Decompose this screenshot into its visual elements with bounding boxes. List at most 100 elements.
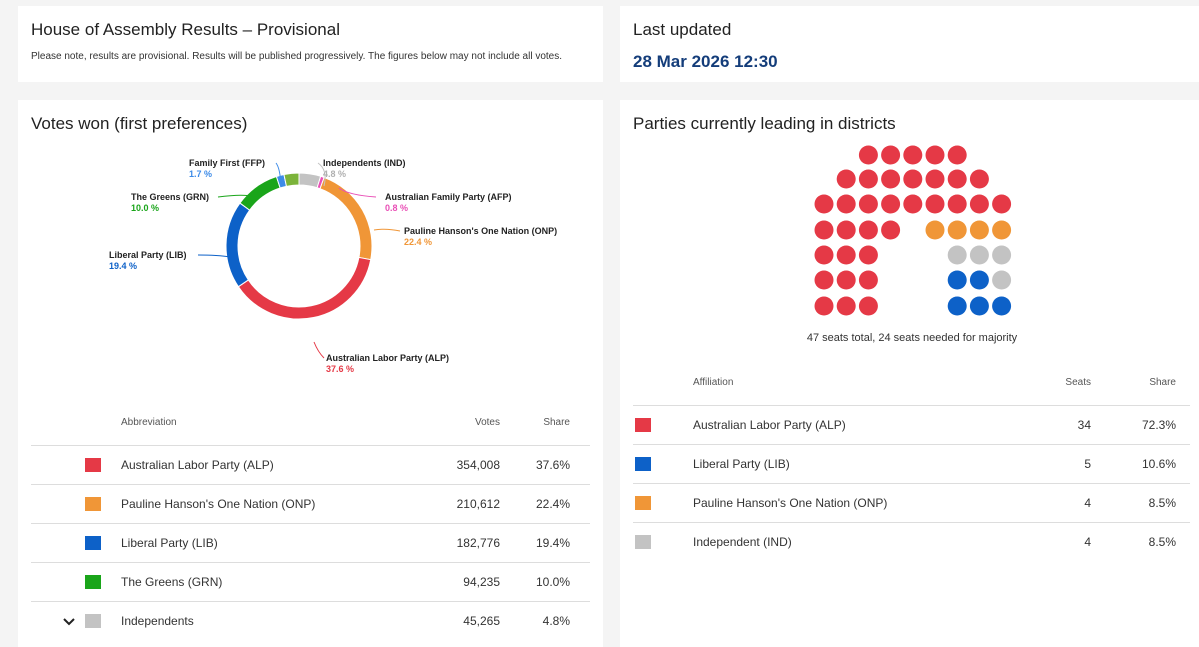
seat-dot — [925, 194, 945, 214]
party-votes: 182,776 — [411, 522, 500, 562]
results-header-card: House of Assembly Results – Provisional … — [18, 6, 603, 82]
donut-slice-other[interactable] — [283, 172, 300, 187]
table-row: Pauline Hanson's One Nation (ONP) 210,61… — [31, 483, 590, 523]
seat-dot — [814, 220, 834, 240]
seat-dot — [814, 245, 834, 265]
party-share: 22.4% — [500, 483, 590, 523]
last-updated-value: 28 Mar 2026 12:30 — [633, 52, 778, 71]
seat-dot — [947, 194, 967, 214]
party-seat-share: 72.3% — [1103, 404, 1190, 444]
party-share: 10.0% — [500, 561, 590, 601]
seat-dot — [858, 245, 878, 265]
party-swatch — [85, 457, 101, 472]
label-ffp: Family First (FFP) 1.7 % — [189, 158, 266, 179]
seats-table-header: Affiliation Seats Share — [633, 360, 1190, 405]
party-votes: 45,265 — [411, 600, 500, 640]
seat-dot — [925, 169, 945, 189]
party-swatch — [85, 496, 101, 511]
seat-dot — [858, 220, 878, 240]
seat-dot — [858, 145, 878, 165]
party-seat-share: 8.5% — [1103, 482, 1190, 522]
last-updated-label: Last updated — [633, 20, 732, 39]
party-share: 19.4% — [500, 522, 590, 562]
provisional-note: Please note, results are provisional. Re… — [31, 51, 563, 62]
seat-dot — [969, 245, 989, 265]
party-name: Liberal Party (LIB) — [693, 443, 1023, 483]
seat-dot — [947, 145, 967, 165]
party-votes: 354,008 — [411, 444, 500, 484]
label-lib: Liberal Party (LIB) 19.4 % — [109, 250, 187, 271]
donut-slice-lib[interactable] — [225, 202, 251, 288]
votes-donut-chart — [197, 162, 401, 359]
seat-dot — [947, 245, 967, 265]
table-row: The Greens (GRN) 94,235 10.0% — [31, 561, 590, 601]
label-afp: Australian Family Party (AFP) 0.8 % — [385, 192, 512, 213]
seat-dot — [858, 270, 878, 290]
seat-dot — [903, 169, 923, 189]
party-name: Australian Labor Party (ALP) — [693, 404, 1023, 444]
label-grn: The Greens (GRN) 10.0 % — [131, 192, 210, 213]
seat-dot — [992, 245, 1012, 265]
seat-dot — [903, 194, 923, 214]
leader-ffp — [275, 162, 282, 186]
table-row-expandable[interactable]: Independents 45,265 4.8% — [31, 600, 590, 640]
col-seat-share: Share — [1149, 376, 1176, 388]
seat-dot — [992, 296, 1012, 316]
seat-dot — [858, 194, 878, 214]
seat-dot — [992, 270, 1012, 290]
party-swatch — [635, 456, 651, 471]
seat-dot — [836, 270, 856, 290]
party-seats: 5 — [1023, 443, 1103, 483]
seat-dot — [947, 169, 967, 189]
seat-dot — [836, 245, 856, 265]
seat-dot — [881, 169, 901, 189]
label-onp: Pauline Hanson's One Nation (ONP) 22.4 % — [404, 226, 558, 247]
chevron-down-icon[interactable] — [63, 616, 75, 626]
seats-table: Affiliation Seats Share Australian Labor… — [633, 360, 1190, 561]
seat-dot — [814, 194, 834, 214]
donut-slice-alp[interactable] — [237, 256, 372, 320]
party-name: Pauline Hanson's One Nation (ONP) — [121, 483, 411, 523]
party-seats: 4 — [1023, 482, 1103, 522]
seat-dot — [969, 296, 989, 316]
party-seat-share: 10.6% — [1103, 443, 1190, 483]
seat-dot — [992, 194, 1012, 214]
seat-dot — [881, 145, 901, 165]
seat-dot — [969, 169, 989, 189]
party-votes: 94,235 — [411, 561, 500, 601]
party-name: Independent (IND) — [693, 521, 1023, 561]
seat-dot — [947, 296, 967, 316]
seat-dot — [925, 145, 945, 165]
donut-slice-grn[interactable] — [239, 175, 281, 211]
leader-onp — [373, 228, 401, 232]
seat-dot — [992, 220, 1012, 240]
seat-dot — [858, 296, 878, 316]
party-name: Independents — [121, 600, 411, 640]
votes-title: Votes won (first preferences) — [31, 114, 248, 133]
leader-grn — [217, 194, 259, 199]
col-votes: Votes — [474, 416, 500, 428]
party-name: Liberal Party (LIB) — [121, 522, 411, 562]
party-swatch — [85, 574, 101, 589]
seat-dot — [969, 220, 989, 240]
party-swatch — [635, 535, 651, 550]
party-share: 4.8% — [500, 600, 590, 640]
party-seats: 34 — [1023, 404, 1103, 444]
seat-dot — [836, 194, 856, 214]
label-ind: Independents (IND) 4.8 % — [323, 158, 406, 179]
seat-dot — [836, 296, 856, 316]
votes-card: Votes won (first preferences) Family Fir… — [18, 100, 603, 647]
seat-dot — [836, 169, 856, 189]
seat-dot — [947, 270, 967, 290]
seat-dot — [969, 270, 989, 290]
seat-dot — [858, 169, 878, 189]
party-name: Australian Labor Party (ALP) — [121, 444, 411, 484]
table-row: Australian Labor Party (ALP) 34 72.3% — [633, 404, 1190, 444]
donut-slice-onp[interactable] — [319, 176, 373, 261]
table-row: Pauline Hanson's One Nation (ONP) 4 8.5% — [633, 482, 1190, 522]
seat-dot — [925, 220, 945, 240]
table-row: Liberal Party (LIB) 5 10.6% — [633, 443, 1190, 483]
table-row: Liberal Party (LIB) 182,776 19.4% — [31, 522, 590, 562]
party-votes: 210,612 — [411, 483, 500, 523]
party-seats: 4 — [1023, 521, 1103, 561]
